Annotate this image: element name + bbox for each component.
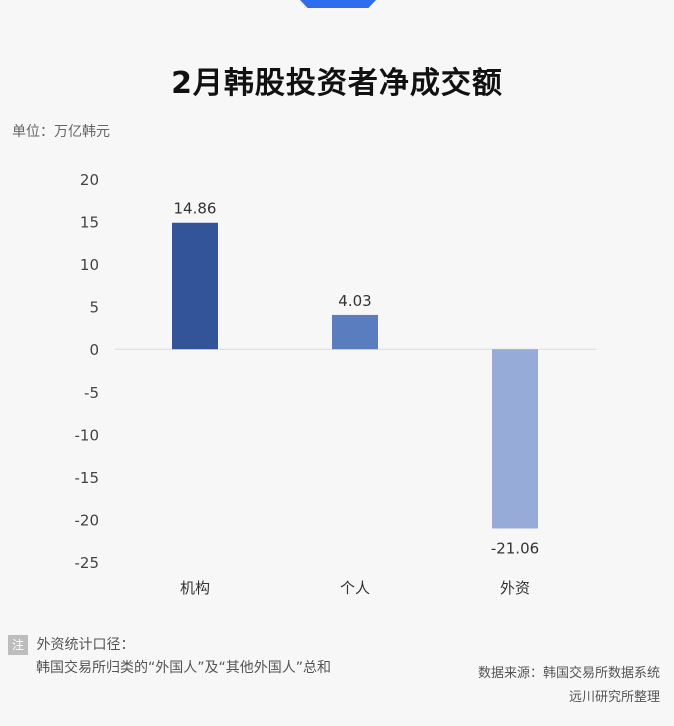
bar-2: [332, 314, 378, 350]
note-line-2: 韩国交易所归类的“外国人”及“其他外国人”总和: [36, 660, 332, 676]
y-tick-label: 20: [80, 171, 99, 189]
bar-chart: 20 15 10 5 0 -5 -10 -15 -20 -25 14.86 机构 4.03 个人 -21.0…: [75, 171, 596, 597]
note-badge: 注: [8, 635, 28, 655]
x-category-label: 机构: [180, 579, 210, 597]
y-tick-label: 0: [89, 341, 99, 359]
y-tick-label: 5: [89, 299, 99, 317]
y-tick-label: -15: [75, 469, 100, 487]
y-tick-label: 10: [80, 256, 99, 274]
y-tick-label: -20: [75, 511, 100, 529]
source-line-2: 远川研究所整理: [568, 690, 660, 705]
value-label: 4.03: [338, 292, 371, 310]
data-source: 数据来源：韩国交易所数据系统 远川研究所整理: [478, 662, 660, 710]
note-line-1: 外资统计口径：: [36, 637, 135, 653]
x-category-label: 个人: [340, 579, 370, 597]
unit-label: 单位：万亿韩元: [12, 124, 110, 140]
y-tick-label: -10: [75, 426, 100, 444]
value-label: -21.06: [491, 539, 539, 557]
bar-3: [492, 349, 538, 529]
bar-1: [172, 222, 218, 350]
y-tick-label: -25: [75, 554, 100, 572]
x-category-label: 外资: [500, 579, 530, 597]
y-tick-label: 15: [80, 214, 99, 232]
source-line-1: 数据来源：韩国交易所数据系统: [477, 666, 660, 681]
chart-title: 2月韩股投资者净成交额: [171, 66, 503, 101]
value-label: 14.86: [174, 200, 217, 218]
top-decoration-tab: [300, 0, 376, 8]
y-tick-label: -5: [84, 384, 99, 402]
footnote: 注 外资统计口径： 韩国交易所归类的“外国人”及“其他外国人”总和: [8, 634, 331, 680]
